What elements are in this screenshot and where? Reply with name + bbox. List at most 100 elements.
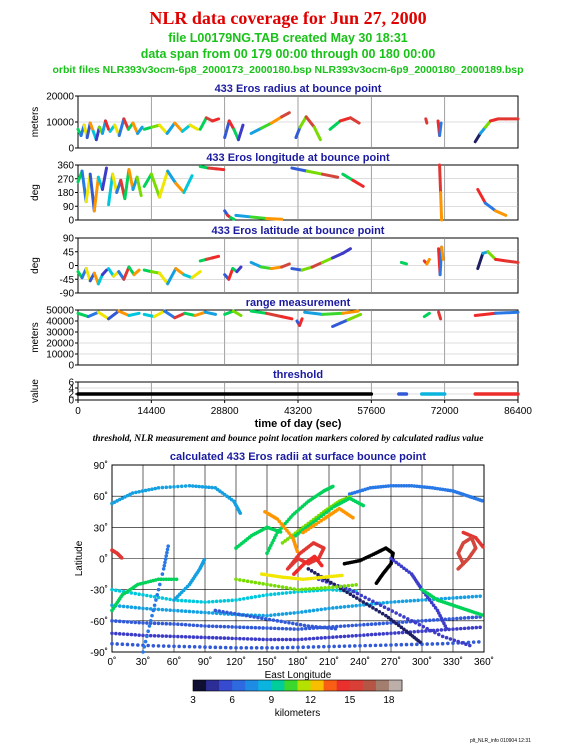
track-point [165,547,170,552]
track-point [265,626,269,630]
track-point [168,608,172,612]
track-point [207,485,211,490]
track-point [458,616,463,621]
track-point [141,650,145,654]
track-point [276,591,281,596]
track-point [260,646,264,650]
track-point [222,636,227,640]
track-point [365,633,370,637]
track-point [371,599,375,604]
track-point [261,582,265,586]
track-point [433,606,438,610]
track-point [311,586,316,591]
x-tick-label: 270˚ [381,656,401,668]
track-point [331,588,335,592]
track-point [416,629,420,634]
x-tick-label: 14400 [137,406,165,417]
track-point [179,634,184,639]
track-point [368,486,373,490]
data-trace [328,119,342,131]
track-point [435,617,440,622]
track-point [191,609,196,614]
track-point [141,593,145,597]
track-point [480,613,484,617]
track-point [238,578,242,582]
track-point [373,622,378,626]
track-point [252,615,256,619]
track-point [145,634,149,639]
track-point [421,624,426,629]
file-info: file L00179NG.TAB created May 30 18:31 [168,31,408,45]
track-point [466,640,471,645]
track-point [244,646,249,650]
track-point [409,619,414,623]
track-point [183,635,188,639]
track-point [350,604,355,608]
track-point [207,624,211,628]
track-point [429,628,433,633]
track-point [466,626,471,630]
track-point [394,483,398,488]
track-point [365,622,370,627]
track-point [466,595,471,599]
track-point [393,600,397,604]
track-point [261,593,265,598]
track-point [213,645,218,650]
track-point [417,622,422,627]
track-point [125,605,130,609]
track-point [145,606,149,611]
track-point [164,485,169,490]
track-point [298,577,303,581]
track-point [340,573,344,578]
track-point [416,619,420,623]
track-point [183,599,188,603]
data-trace [294,125,302,140]
track-point [110,619,114,623]
track-point [327,606,331,611]
track-point [377,632,382,636]
track-point [137,489,141,494]
data-trace [320,256,335,264]
track-point [311,645,316,649]
track-point [358,623,362,627]
track-point [129,620,134,624]
track-point [152,603,157,608]
y-tick-label: -45 [60,275,75,286]
track-point [369,632,374,637]
track-point [179,609,184,613]
track-point [470,615,475,620]
data-trace [107,172,115,207]
track-point [207,610,211,615]
track-point [229,645,233,650]
track-point [474,615,479,619]
track-point [114,619,118,623]
track-point [394,621,398,626]
data-trace [174,267,186,277]
track-point [303,577,308,581]
track-point [424,618,428,623]
track-point [347,644,352,648]
track-point [265,646,269,650]
track-point [121,604,126,609]
track-point [182,644,187,649]
track-point [263,617,268,621]
colorbar-tick-label: 12 [305,695,317,706]
track-point [176,634,180,639]
track-point [134,490,138,495]
data-trace [249,126,263,135]
track-point [160,621,165,626]
track-point [381,621,386,626]
y-tick-label: 40000 [46,317,74,328]
x-tick-label: 210˚ [319,656,339,668]
track-point [337,644,342,649]
track-point [150,487,154,491]
track-point [435,642,440,646]
track-point [306,527,311,531]
track-point [309,569,314,573]
track-point [271,618,276,622]
track-point [238,636,242,641]
track-point [249,595,254,600]
track-point [172,634,176,639]
track-point [409,483,414,488]
track-point [244,613,249,618]
